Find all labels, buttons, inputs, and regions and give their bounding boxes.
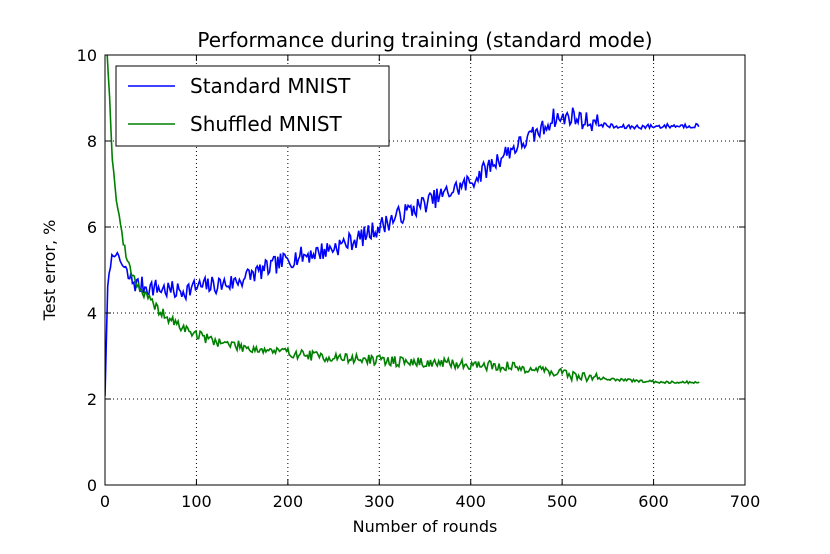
legend: Standard MNIST Shuffled MNIST [115, 65, 390, 147]
y-axis-label: Test error, % [40, 220, 59, 322]
chart-title: Performance during training (standard mo… [197, 28, 652, 52]
x-tick-label: 300 [364, 492, 395, 511]
y-tick-label: 6 [87, 218, 97, 237]
y-tick-label: 8 [87, 132, 97, 151]
legend-frame [115, 65, 390, 147]
y-tick-label: 2 [87, 390, 97, 409]
x-tick-label: 700 [730, 492, 761, 511]
series-layer [105, 55, 700, 397]
x-tick-label: 100 [181, 492, 212, 511]
x-tick-label: 200 [273, 492, 304, 511]
series-line-standard-mnist [105, 107, 700, 397]
x-tick-label: 400 [455, 492, 486, 511]
x-tick-label: 500 [547, 492, 578, 511]
series-line-shuffled-mnist [106, 55, 700, 385]
x-axis-label: Number of rounds [353, 517, 498, 536]
x-tick-label: 0 [100, 492, 110, 511]
x-tick-label: 600 [638, 492, 669, 511]
plot-area [104, 54, 746, 486]
legend-entry-shuffled-mnist: Shuffled MNIST [190, 112, 343, 136]
axis-ticks: 0 100 200 300 400 500 600 700 0 2 4 6 8 10 [77, 46, 761, 511]
grid [105, 55, 745, 485]
legend-entry-standard-mnist: Standard MNIST [190, 74, 351, 98]
y-tick-label: 10 [77, 46, 97, 65]
y-tick-label: 4 [87, 304, 97, 323]
y-tick-label: 0 [87, 476, 97, 495]
